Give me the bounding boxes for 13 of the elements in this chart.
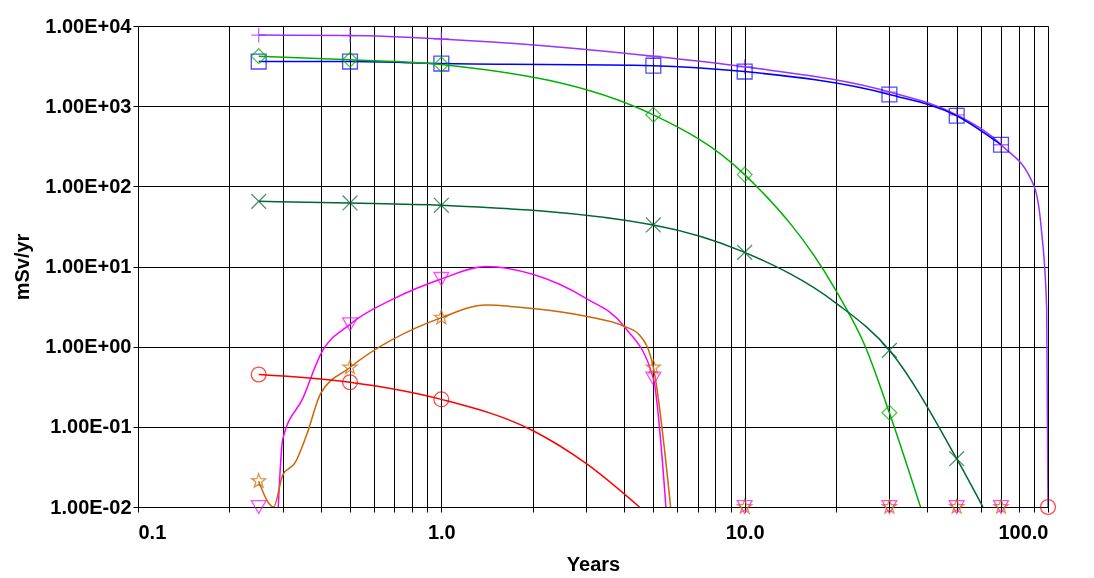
x-tick-label: 1.0	[427, 520, 456, 543]
x-axis-title: Years	[566, 552, 621, 575]
x-tick-label: 10.0	[725, 520, 765, 543]
y-tick-label: 1.00E+04	[45, 14, 133, 37]
x-tick-label: 100.0	[998, 520, 1049, 543]
y-axis-title: mSv/yr	[11, 233, 34, 301]
y-tick-label: 1.00E+01	[45, 255, 132, 277]
x-tick-label: 0.1	[138, 520, 167, 543]
y-tick-label: 1.00E+00	[45, 335, 132, 358]
y-tick-label: 1.00E-02	[50, 495, 132, 518]
y-tick-label: 1.00E+03	[45, 94, 132, 117]
y-tick-label: 1.00E-01	[50, 415, 132, 438]
y-tick-label: 1.00E+02	[45, 174, 132, 197]
